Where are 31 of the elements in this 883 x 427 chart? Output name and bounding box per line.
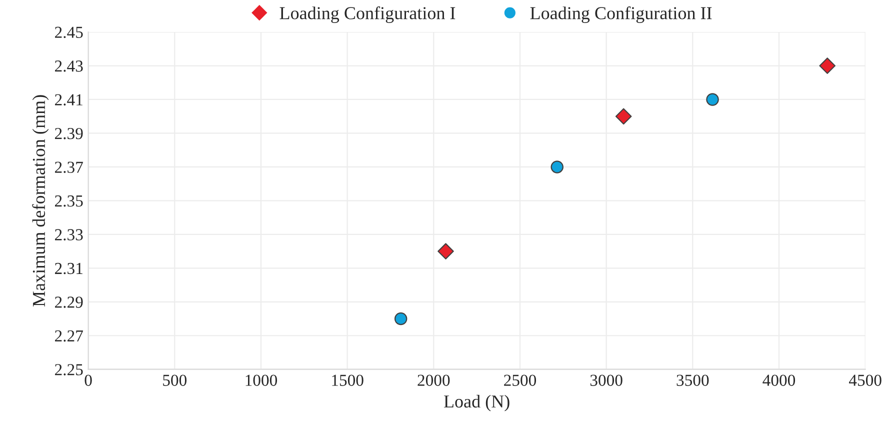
x-tick-label: 3500 [676, 374, 709, 386]
x-tick-label: 2000 [418, 374, 450, 386]
legend-label: Loading Configuration II [530, 6, 712, 23]
point [550, 160, 564, 174]
x-axis-title: Load (N) [444, 394, 510, 412]
point [706, 93, 719, 106]
y-tick-label: 2.29 [55, 296, 83, 308]
legend-label: Loading Configuration I [280, 6, 456, 23]
x-tick-label: 4000 [762, 374, 796, 386]
y-tick-label: 2.37 [55, 162, 83, 173]
x-tick-label: 3000 [590, 374, 622, 386]
y-tick-label: 2.33 [55, 229, 83, 240]
y-tick-label: 2.45 [55, 26, 83, 38]
x-tick-label: 2500 [504, 374, 536, 386]
y-tick-label: 2.35 [55, 195, 83, 207]
y-tick-label: 2.31 [55, 262, 82, 274]
y-tick-label: 2.27 [55, 330, 83, 342]
point [819, 58, 836, 74]
x-tick-label: 1500 [332, 374, 364, 386]
point [394, 312, 408, 326]
x-tick-label: 4500 [849, 374, 882, 386]
x-tick-label: 500 [163, 374, 186, 386]
y-tick-label: 2.39 [55, 128, 83, 140]
point [615, 108, 632, 125]
point [438, 243, 454, 260]
y-tick-label: 2.41 [55, 94, 82, 106]
y-axis-title: Maximum deformation (mm) [32, 95, 49, 306]
x-tick-label: 1000 [246, 374, 278, 386]
y-tick-label: 2.25 [55, 364, 83, 376]
x-tick-label: 0 [84, 374, 92, 386]
y-tick-label: 2.43 [55, 60, 83, 72]
